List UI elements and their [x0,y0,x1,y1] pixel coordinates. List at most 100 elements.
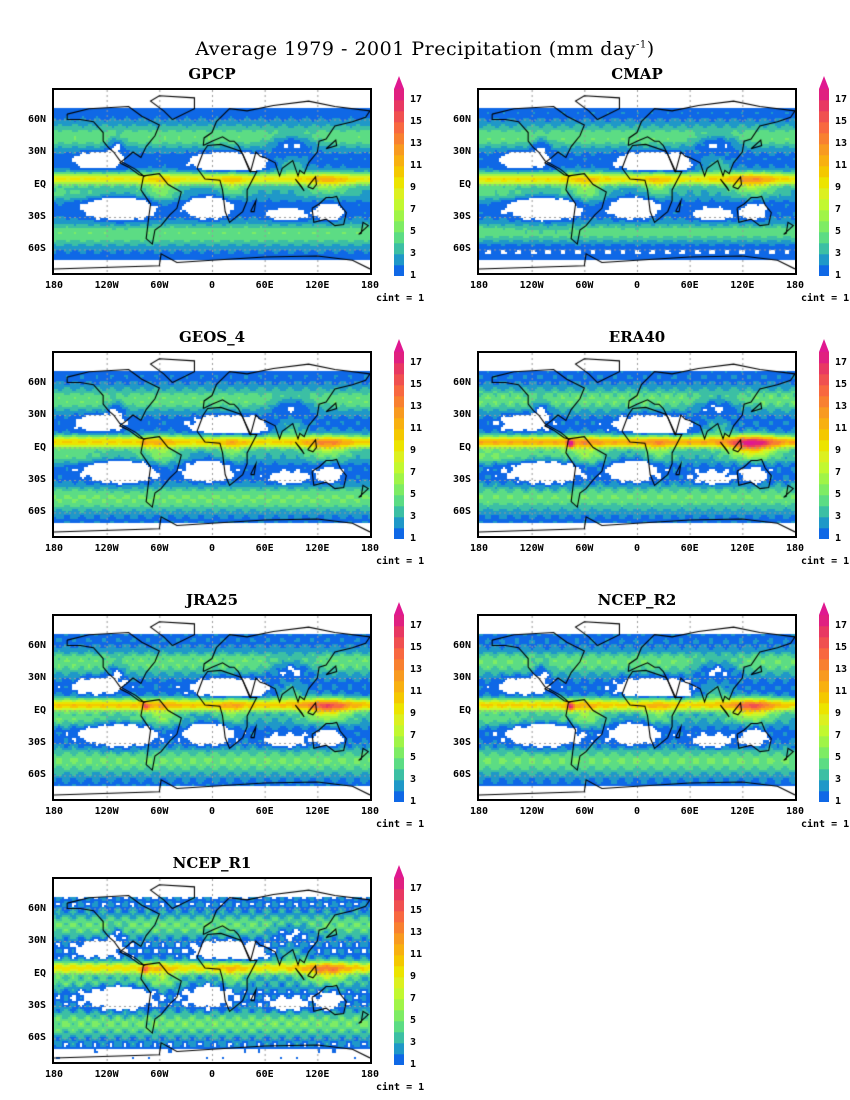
colorbar-bin [394,878,404,890]
colorbar-bin [394,221,404,233]
colorbar-label: 11 [410,686,423,697]
y-tick-label: 30S [27,473,46,485]
precipitation-field [479,353,795,536]
colorbar-bin [394,791,404,802]
colorbar-label: 15 [410,116,423,127]
colorbar-label: 7 [410,467,417,478]
colorbar-bin [394,429,404,441]
colorbar-bin [819,659,829,671]
colorbar-bin [394,1010,404,1022]
colorbar-label: 17 [410,357,423,368]
colorbar-bin [394,265,404,276]
colorbar-bin [819,363,829,375]
x-tick-label: 60W [575,280,594,291]
colorbar-bin [819,473,829,485]
colorbar-bin [819,418,829,430]
colorbar-bin [394,528,404,539]
colorbar-label: 9 [410,182,417,193]
x-tick-label: 0 [633,543,641,554]
colorbar-label: 15 [410,642,423,653]
contour-interval: cint = 1 [801,293,850,304]
colorbar-bin [819,122,829,134]
colorbar-bin [819,177,829,189]
x-tick-label: 60E [680,280,699,291]
colorbar-bin [394,769,404,781]
x-tick-label: 0 [633,806,641,817]
y-tick-label: 60S [452,769,471,781]
colorbar-label: 13 [835,401,848,412]
colorbar-bin [394,89,404,101]
colorbar-bin [819,681,829,693]
colorbar-bin [394,977,404,989]
colorbar-bin [394,506,404,518]
colorbar-bin [394,648,404,660]
colorbar-bin [394,714,404,726]
colorbar-bin [819,111,829,123]
colorbar-bin [394,692,404,704]
colorbar-bin [394,418,404,430]
y-tick-label: 60N [27,376,46,388]
colorbar-bin [819,89,829,101]
colorbar-label: 11 [410,949,423,960]
colorbar-bin [394,188,404,200]
x-tick-label: 120E [305,806,330,817]
map-panel-ncep-r1: NCEP_R1 60N 30N EQ 30S 60S 180 120W 60W 0 60E 120E… [0,854,425,1100]
panel-title: JRA25 [185,591,239,609]
panel-title: NCEP_R1 [172,854,252,872]
colorbar-bin [394,396,404,408]
colorbar-bin [394,100,404,112]
y-tick-label: 60S [452,243,471,255]
colorbar-bin [819,133,829,145]
colorbar-bin [819,747,829,759]
colorbar-bin [819,769,829,781]
colorbar-bin [819,758,829,770]
x-tick-label: 180 [469,806,489,817]
colorbar-label: 1 [410,796,417,807]
x-tick-label: 0 [208,1069,216,1080]
colorbar-bin [819,484,829,496]
panel-title: GEOS_4 [178,328,246,346]
colorbar-label: 11 [835,160,848,171]
colorbar-label: 7 [410,730,417,741]
y-tick-label: EQ [458,704,471,716]
colorbar [394,602,404,802]
precipitation-map [52,877,372,1064]
precipitation-map [52,88,372,275]
x-tick-label: 60W [150,543,169,554]
colorbar-bin [819,780,829,792]
colorbar-label: 9 [410,971,417,982]
panel-title: NCEP_R2 [597,591,677,609]
colorbar-bin [394,122,404,134]
colorbar-label: 5 [410,1015,417,1026]
colorbar-bin [819,506,829,518]
colorbar-bin [819,637,829,649]
colorbar-bin [819,495,829,507]
colorbar-bin [819,407,829,419]
colorbar-label: 3 [410,774,417,785]
colorbar-over-triangle [819,602,829,615]
colorbar-bin [394,177,404,189]
x-tick-label: 60E [680,543,699,554]
x-tick-label: 180 [360,543,380,554]
colorbar [394,339,404,539]
colorbar-label: 15 [835,116,848,127]
x-tick-label: 60W [575,543,594,554]
colorbar-bin [394,670,404,682]
colorbar-bin [394,1054,404,1065]
colorbar-bin [819,615,829,627]
x-tick-label: 0 [208,806,216,817]
colorbar-bin [819,243,829,255]
map-panel-cmap: CMAP 60N 30N EQ 30S 60S 180 120W 60W 0 60E 120E 180… [425,65,850,351]
colorbar-bin [394,736,404,748]
colorbar-label: 13 [410,401,423,412]
y-tick-label: 30N [452,672,471,683]
x-tick-label: 60E [255,543,274,554]
colorbar-label: 13 [410,138,423,149]
colorbar-bin [819,725,829,737]
colorbar-bin [394,243,404,255]
colorbar-bin [394,155,404,167]
colorbar-bin [394,517,404,529]
x-tick-label: 180 [360,806,380,817]
colorbar-bin [819,100,829,112]
